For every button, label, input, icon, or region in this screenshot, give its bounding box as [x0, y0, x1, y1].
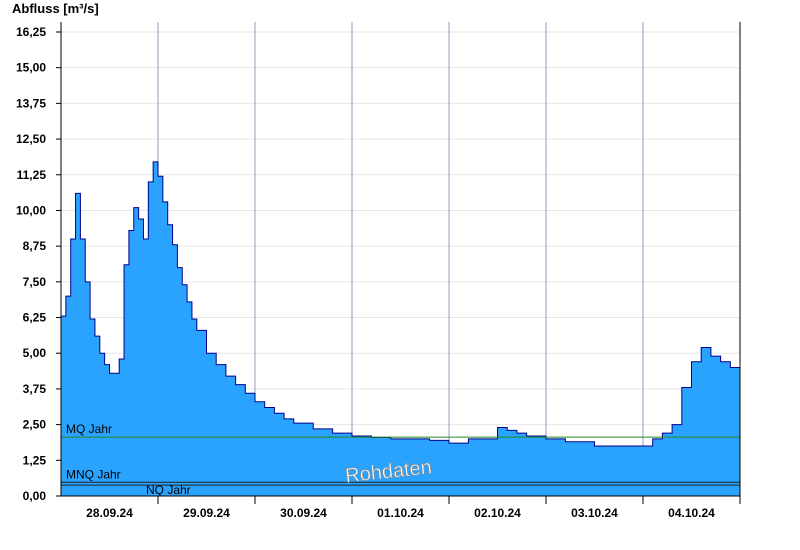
x-tick-label: 28.09.24: [86, 506, 133, 520]
y-tick-labels: 0,00 1,25 2,50 3,75 5,00 6,25 7,50 8,75 10,00 11,…: [16, 25, 46, 503]
y-tick-label: 1,25: [23, 453, 47, 467]
x-tick-label: 29.09.24: [183, 506, 230, 520]
series-area: [61, 161, 741, 497]
y-tick-label: 13,75: [16, 96, 46, 110]
y-tick-label: 8,75: [23, 239, 47, 253]
y-tick-label: 6,25: [23, 311, 47, 325]
series-fill: [61, 161, 740, 497]
x-tick-label: 01.10.24: [377, 506, 424, 520]
y-tick-label: 12,50: [16, 132, 46, 146]
y-tick-label: 10,00: [16, 203, 46, 217]
reference-label: MQ Jahr: [66, 422, 112, 436]
x-tick-label: 03.10.24: [571, 506, 618, 520]
y-axis-label: Abfluss [m³/s]: [12, 1, 99, 16]
x-tick-labels: 28.09.24 29.09.24 30.09.24 01.10.24 02.10.24…: [86, 506, 715, 520]
y-tick-label: 15,00: [16, 61, 46, 75]
x-tick-label: 30.09.24: [280, 506, 327, 520]
x-tick-label: 04.10.24: [668, 506, 715, 520]
reference-label: NQ Jahr: [146, 483, 191, 497]
reference-lines: MQ Jahr MNQ Jahr NQ Jahr: [61, 422, 740, 497]
y-tick-label: 2,50: [23, 418, 47, 432]
y-tick-label: 0,00: [23, 489, 47, 503]
y-tick-label: 11,25: [17, 168, 47, 182]
y-tick-label: 3,75: [23, 382, 47, 396]
reference-label: MNQ Jahr: [66, 467, 121, 481]
axes: [56, 22, 741, 504]
x-tick-label: 02.10.24: [474, 506, 521, 520]
y-tick-label: 16,25: [16, 25, 46, 39]
y-tick-label: 5,00: [23, 346, 47, 360]
y-tick-label: 7,50: [23, 275, 47, 289]
series-line: [61, 161, 741, 447]
